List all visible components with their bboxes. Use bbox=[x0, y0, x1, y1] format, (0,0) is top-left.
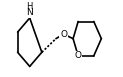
Text: N: N bbox=[26, 8, 33, 17]
Text: O: O bbox=[60, 30, 67, 39]
Text: O: O bbox=[75, 51, 82, 60]
Text: H: H bbox=[27, 2, 33, 11]
